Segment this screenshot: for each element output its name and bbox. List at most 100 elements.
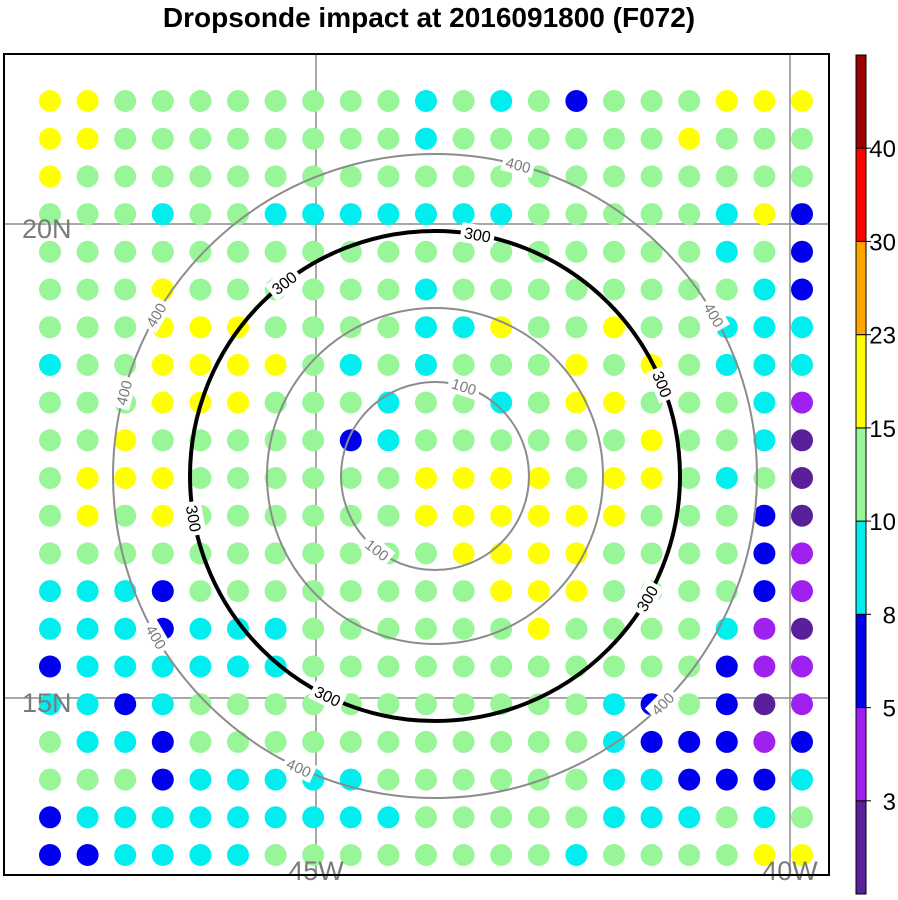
dropsonde-point xyxy=(415,580,437,603)
dropsonde-point xyxy=(302,542,325,565)
dropsonde-point xyxy=(715,655,738,678)
dropsonde-point xyxy=(640,730,663,753)
dropsonde-point xyxy=(753,693,776,716)
dropsonde-point xyxy=(227,90,249,112)
dropsonde-point xyxy=(339,316,362,339)
dropsonde-point xyxy=(490,240,513,263)
dropsonde-point xyxy=(114,467,137,489)
dropsonde-point xyxy=(76,467,99,489)
dropsonde-point xyxy=(565,278,588,301)
ring-label-300: 300 xyxy=(180,500,207,537)
dropsonde-point xyxy=(302,617,325,640)
dropsonde-point xyxy=(39,165,61,188)
dropsonde-point xyxy=(715,693,738,716)
dropsonde-point xyxy=(114,693,137,716)
dropsonde-point xyxy=(377,844,400,866)
dropsonde-point xyxy=(490,467,513,489)
dropsonde-point xyxy=(76,617,99,640)
dropsonde-point xyxy=(452,165,475,188)
dropsonde-point xyxy=(76,165,99,188)
dropsonde-point xyxy=(189,203,212,226)
dropsonde-point xyxy=(76,429,99,452)
dropsonde-point xyxy=(151,203,174,226)
dropsonde-point xyxy=(302,165,325,188)
dropsonde-point xyxy=(527,467,550,489)
dropsonde-point xyxy=(753,542,776,565)
dropsonde-point xyxy=(39,391,61,414)
dropsonde-point xyxy=(603,467,625,489)
dropsonde-point xyxy=(678,203,701,226)
dropsonde-point xyxy=(76,316,99,339)
dropsonde-point xyxy=(415,391,437,414)
colorbar-tick-label: 5 xyxy=(883,696,896,723)
dropsonde-point xyxy=(603,240,625,263)
lon-label: 45W xyxy=(288,856,344,886)
dropsonde-point xyxy=(565,617,588,640)
dropsonde-point xyxy=(715,353,738,376)
dropsonde-point xyxy=(753,844,776,866)
dropsonde-point xyxy=(640,316,663,339)
dropsonde-point xyxy=(227,655,249,678)
dropsonde-point xyxy=(302,467,325,489)
dropsonde-point xyxy=(415,278,437,301)
dropsonde-point xyxy=(527,504,550,527)
dropsonde-point xyxy=(227,542,249,565)
dropsonde-point xyxy=(377,768,400,791)
dropsonde-point xyxy=(490,504,513,527)
dropsonde-point xyxy=(791,844,813,866)
dropsonde-point xyxy=(452,806,475,829)
dropsonde-point xyxy=(565,391,588,414)
dropsonde-point xyxy=(377,617,400,640)
dropsonde-point xyxy=(151,353,174,376)
dropsonde-point xyxy=(302,127,325,150)
dropsonde-point xyxy=(678,655,701,678)
dropsonde-point xyxy=(339,617,362,640)
dropsonde-point xyxy=(715,203,738,226)
dropsonde-point xyxy=(76,504,99,527)
dropsonde-point xyxy=(715,429,738,452)
plot-frame xyxy=(3,53,830,876)
dropsonde-point xyxy=(39,467,61,489)
dropsonde-point xyxy=(791,730,813,753)
dropsonde-point xyxy=(39,429,61,452)
ring-label-text: 400 xyxy=(504,154,533,177)
dropsonde-point xyxy=(678,542,701,565)
ring-label-100: 100 xyxy=(445,372,483,401)
dropsonde-point xyxy=(264,165,287,188)
dropsonde-point xyxy=(302,391,325,414)
dropsonde-point xyxy=(39,127,61,150)
dropsonde-point xyxy=(264,655,287,678)
dropsonde-point xyxy=(753,391,776,414)
dropsonde-point xyxy=(377,580,400,603)
dropsonde-point xyxy=(189,127,212,150)
dropsonde-point xyxy=(753,353,776,376)
dropsonde-point xyxy=(377,693,400,716)
range-ring-400 xyxy=(112,153,758,799)
dropsonde-point xyxy=(452,844,475,866)
dropsonde-point xyxy=(415,127,437,150)
colorbar-box xyxy=(855,613,867,708)
dropsonde-point xyxy=(377,203,400,226)
dropsonde-point xyxy=(151,165,174,188)
ring-label-text: 100 xyxy=(449,376,478,400)
dropsonde-point xyxy=(339,467,362,489)
dropsonde-point xyxy=(527,768,550,791)
dropsonde-point xyxy=(114,806,137,829)
colorbar-box xyxy=(855,240,867,336)
dropsonde-point xyxy=(189,240,212,263)
dropsonde-point xyxy=(227,165,249,188)
dropsonde-point xyxy=(753,504,776,527)
dropsonde-point xyxy=(114,127,137,150)
dropsonde-point xyxy=(565,467,588,489)
dropsonde-point xyxy=(640,768,663,791)
dropsonde-point xyxy=(415,429,437,452)
dropsonde-point xyxy=(490,806,513,829)
dropsonde-point xyxy=(227,806,249,829)
dropsonde-point xyxy=(715,278,738,301)
dropsonde-point xyxy=(490,730,513,753)
dropsonde-point xyxy=(640,165,663,188)
dropsonde-point xyxy=(640,542,663,565)
dropsonde-point xyxy=(189,165,212,188)
dropsonde-point xyxy=(302,316,325,339)
dropsonde-point xyxy=(39,504,61,527)
